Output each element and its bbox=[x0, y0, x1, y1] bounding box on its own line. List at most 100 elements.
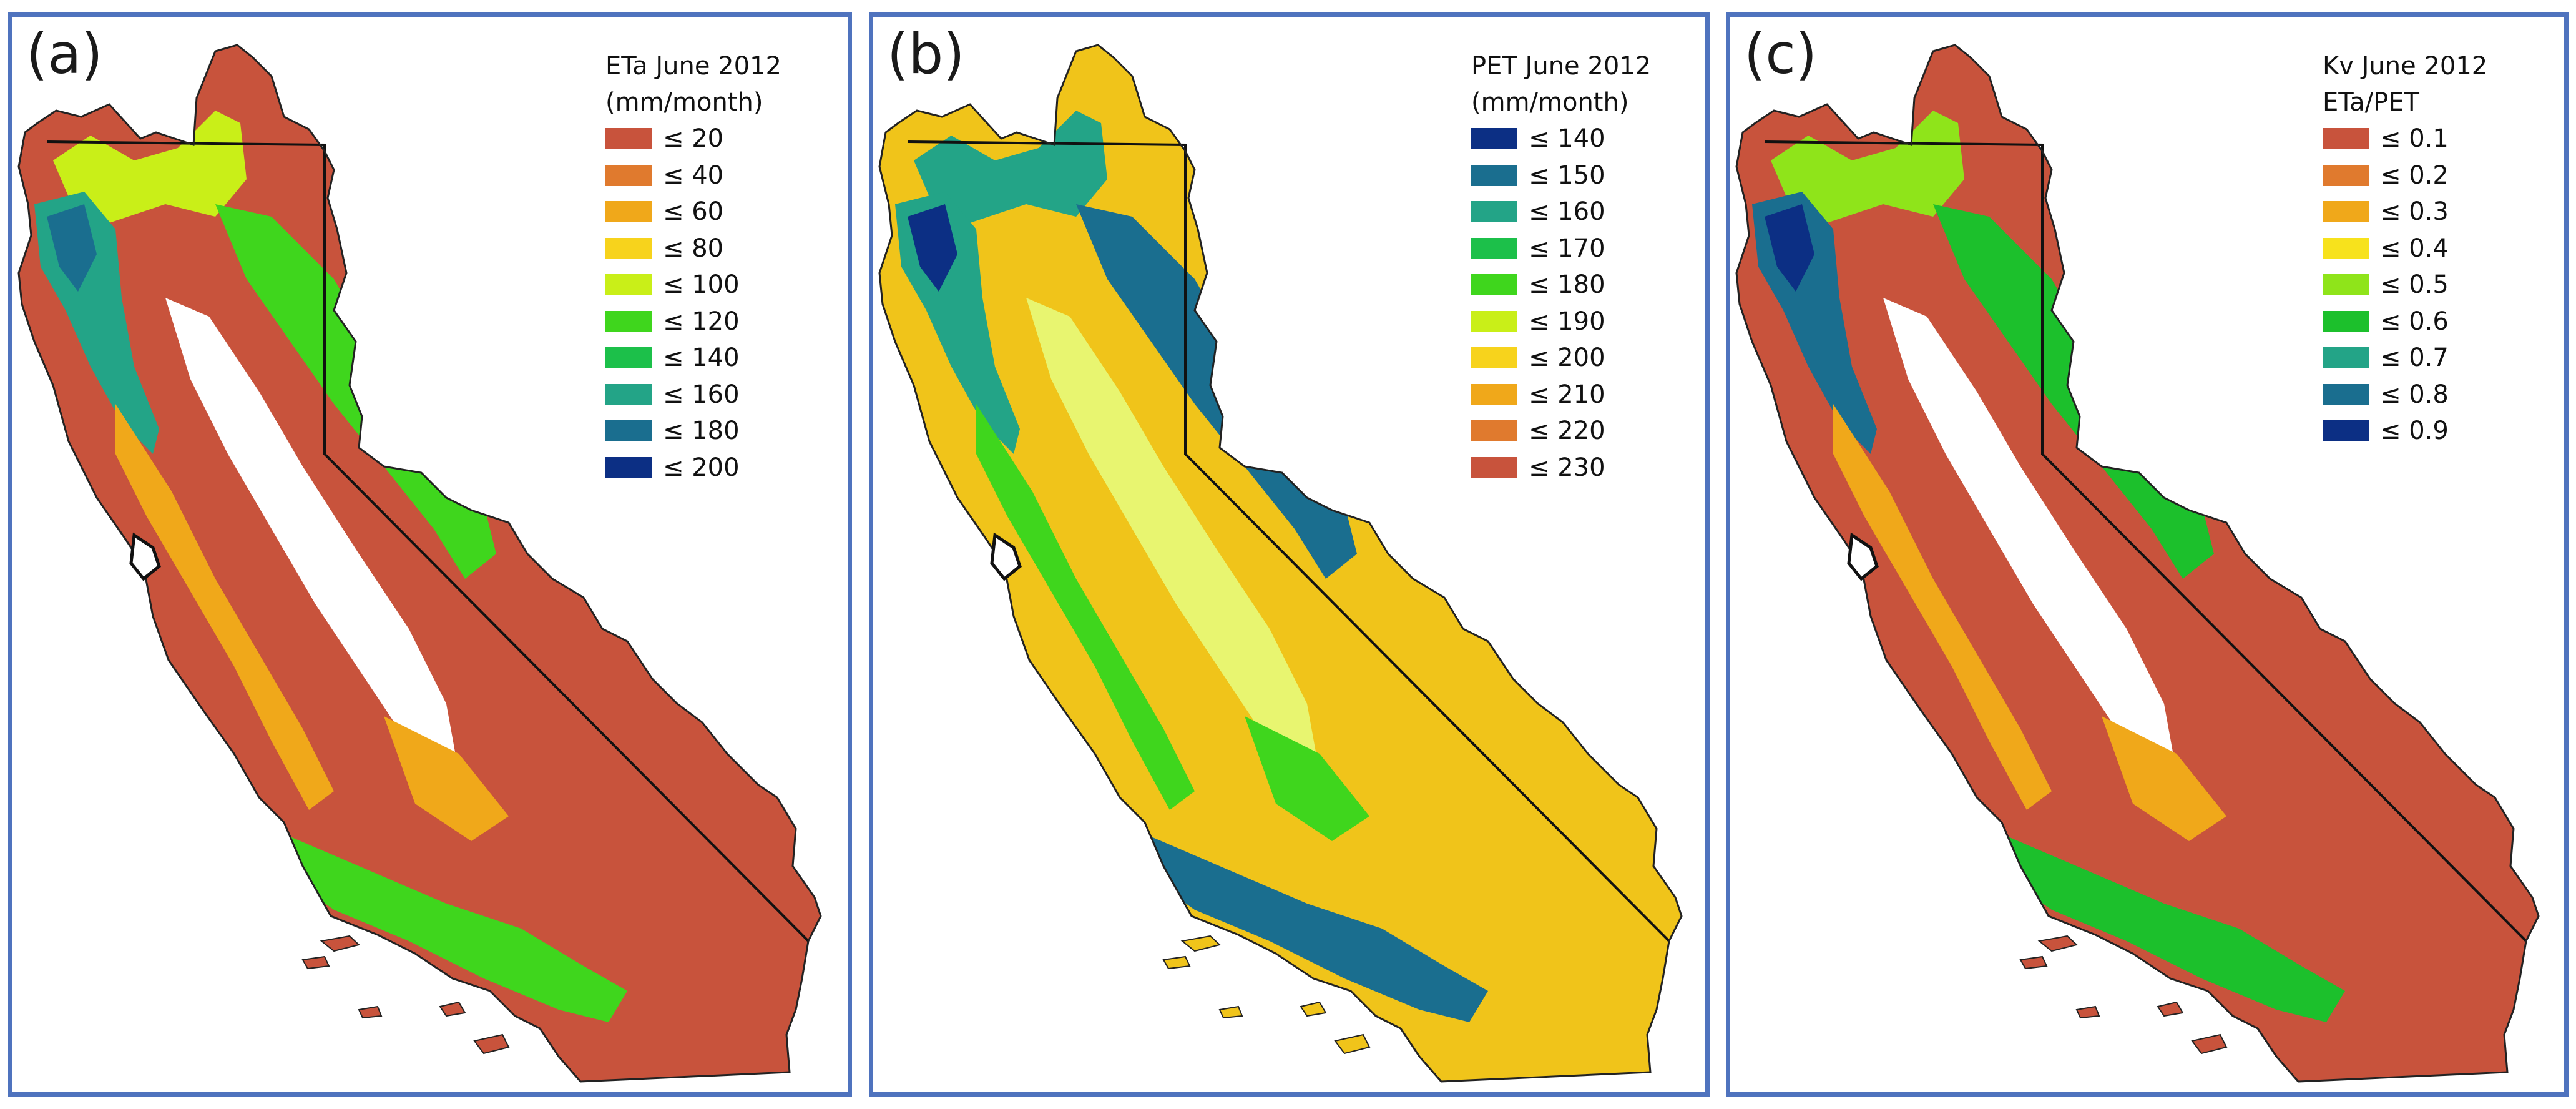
legend-item: ≤ 20 bbox=[605, 121, 781, 157]
legend-label: ≤ 0.2 bbox=[2380, 160, 2449, 190]
legend-label: ≤ 210 bbox=[1529, 380, 1605, 409]
legend-label: ≤ 190 bbox=[1529, 307, 1605, 336]
legend-swatch bbox=[2323, 164, 2369, 186]
legend-label: ≤ 220 bbox=[1529, 416, 1605, 446]
legend-kv: Kv June 2012 ETa/PET ≤ 0.1 ≤ 0.2 ≤ 0.3 ≤ 0.… bbox=[2323, 48, 2487, 450]
island bbox=[1334, 1033, 1371, 1055]
legend-item: ≤ 140 bbox=[605, 340, 781, 377]
california-map bbox=[1735, 44, 2540, 1083]
legend-swatch bbox=[1471, 383, 1517, 405]
state-border-line bbox=[1764, 140, 2527, 942]
map-zone-valley bbox=[165, 298, 459, 772]
legend-swatch bbox=[1471, 201, 1517, 223]
state-border-line bbox=[907, 140, 1670, 942]
panel-pet: (b) PET June 2012 (mm/month) ≤ 140 ≤ 150 ≤… bbox=[869, 12, 1710, 1097]
legend-label: ≤ 20 bbox=[663, 124, 724, 154]
legend-label: ≤ 230 bbox=[1529, 453, 1605, 482]
map-zone-mid bbox=[976, 404, 1195, 810]
legend-label: ≤ 100 bbox=[663, 270, 740, 300]
legend-label: ≤ 0.9 bbox=[2380, 416, 2449, 446]
legend-item: ≤ 60 bbox=[605, 194, 781, 230]
legend-label: ≤ 120 bbox=[663, 307, 740, 336]
coastline bbox=[878, 44, 1683, 1083]
legend-swatch bbox=[1471, 237, 1517, 259]
legend-label: ≤ 0.1 bbox=[2380, 124, 2449, 154]
legend-swatch bbox=[605, 164, 652, 186]
legend-item: ≤ 140 bbox=[1471, 121, 1651, 157]
legend-label: ≤ 140 bbox=[1529, 124, 1605, 154]
map-zone-north bbox=[53, 111, 247, 223]
map-zone-peak bbox=[1765, 204, 1814, 292]
legend-item: ≤ 100 bbox=[605, 267, 781, 303]
legend-swatch bbox=[605, 128, 652, 150]
map-zone-mountain bbox=[1132, 829, 1488, 1022]
legend-swatch bbox=[1471, 128, 1517, 150]
state-region bbox=[19, 45, 821, 1082]
panel-kv: (c) Kv June 2012 ETa/PET ≤ 0.1 ≤ 0.2 ≤ 0.3… bbox=[1726, 12, 2569, 1097]
map-zone-valley bbox=[1883, 298, 2177, 772]
california-map bbox=[878, 44, 1683, 1083]
legend-swatch bbox=[2323, 274, 2369, 296]
map-zone-mid bbox=[384, 716, 509, 841]
legend-swatch bbox=[2323, 347, 2369, 369]
legend-swatch bbox=[2323, 128, 2369, 150]
legend-item: ≤ 150 bbox=[1471, 157, 1651, 194]
legend-swatch bbox=[2323, 383, 2369, 405]
coastline bbox=[17, 44, 822, 1083]
legend-swatch bbox=[2323, 237, 2369, 259]
legend-label: ≤ 200 bbox=[1529, 343, 1605, 373]
legend-swatch bbox=[1471, 164, 1517, 186]
legend-swatch bbox=[605, 383, 652, 405]
legend-items: ≤ 140 ≤ 150 ≤ 160 ≤ 170 ≤ 180 ≤ 190 ≤ 200 ≤ 210… bbox=[1471, 121, 1651, 486]
island bbox=[2019, 955, 2048, 970]
legend-item: ≤ 0.8 bbox=[2323, 377, 2487, 413]
legend-items: ≤ 20 ≤ 40 ≤ 60 ≤ 80 ≤ 100 ≤ 120 ≤ 140 ≤ 160 ≤ 18… bbox=[605, 121, 781, 486]
legend-label: ≤ 0.8 bbox=[2380, 380, 2449, 409]
bay-area bbox=[990, 532, 1022, 581]
island bbox=[320, 935, 361, 952]
legend-label: ≤ 200 bbox=[663, 453, 740, 482]
map-zone-mountain bbox=[1989, 829, 2345, 1022]
map-pet bbox=[878, 44, 1683, 1083]
legend-item: ≤ 160 bbox=[1471, 194, 1651, 230]
legend-swatch bbox=[605, 201, 652, 223]
island bbox=[2191, 1033, 2228, 1055]
legend-title: Kv June 2012 bbox=[2323, 52, 2488, 81]
legend-item: ≤ 170 bbox=[1471, 230, 1651, 267]
legend-item: ≤ 200 bbox=[605, 450, 781, 486]
island bbox=[1180, 935, 1222, 952]
legend-item: ≤ 0.1 bbox=[2323, 121, 2487, 157]
legend-item: ≤ 120 bbox=[605, 303, 781, 340]
legend-item: ≤ 80 bbox=[605, 230, 781, 267]
legend-label: ≤ 0.7 bbox=[2380, 343, 2449, 373]
legend-swatch bbox=[605, 274, 652, 296]
island bbox=[473, 1033, 510, 1055]
california-map bbox=[17, 44, 822, 1083]
panel-label: (a) bbox=[26, 22, 103, 86]
legend-swatch bbox=[605, 310, 652, 332]
legend-swatch bbox=[2323, 201, 2369, 223]
island bbox=[1162, 955, 1191, 970]
legend-label: ≤ 60 bbox=[663, 197, 724, 227]
island bbox=[2157, 1001, 2184, 1017]
legend-swatch bbox=[1471, 347, 1517, 369]
island bbox=[1218, 1005, 1243, 1019]
legend-ratio: ETa/PET bbox=[2323, 88, 2419, 117]
legend-swatch bbox=[2323, 420, 2369, 442]
island bbox=[1300, 1001, 1327, 1017]
legend-units: (mm/month) bbox=[1471, 88, 1629, 117]
legend-swatch bbox=[605, 420, 652, 442]
map-zone-mid bbox=[1245, 716, 1369, 841]
legend-swatch bbox=[605, 347, 652, 369]
legend-units: (mm/month) bbox=[605, 88, 763, 117]
legend-item: ≤ 160 bbox=[605, 377, 781, 413]
legend-item: ≤ 180 bbox=[1471, 267, 1651, 303]
legend-title: ETa June 2012 bbox=[605, 52, 781, 81]
legend-swatch bbox=[1471, 420, 1517, 442]
legend-item: ≤ 0.7 bbox=[2323, 340, 2487, 377]
legend-label: ≤ 180 bbox=[663, 416, 740, 446]
island bbox=[439, 1001, 466, 1017]
island bbox=[358, 1005, 383, 1019]
legend-swatch bbox=[1471, 274, 1517, 296]
map-zone-peak bbox=[908, 204, 957, 292]
